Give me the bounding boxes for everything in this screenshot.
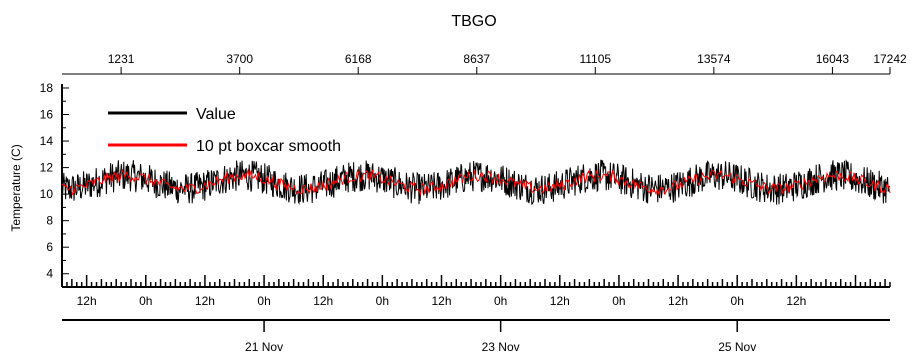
x-axis-tick-label: 0h — [612, 294, 625, 308]
y-axis-tick-label: 10 — [40, 187, 54, 201]
x-axis-tick-label: 12h — [313, 294, 333, 308]
legend-label-value: Value — [196, 106, 236, 123]
x-axis-tick-label: 0h — [376, 294, 389, 308]
chart-title: TBGO — [451, 13, 496, 30]
top-axis: 1231 3700 6168 8637 11105 13574 16043 17242 — [62, 52, 907, 75]
top-axis-tick-label: 11105 — [579, 52, 611, 66]
y-axis-tick-label: 12 — [40, 161, 54, 175]
top-axis-tick-label: 16043 — [816, 52, 850, 66]
x-axis-tick-label: 12h — [77, 294, 97, 308]
top-axis-tick-label: 17242 — [873, 52, 907, 66]
top-axis-tick-label: 8637 — [463, 52, 490, 66]
y-axis-tick-label: 14 — [40, 134, 54, 148]
x-axis-tick-label: 12h — [550, 294, 570, 308]
x-axis-tick-label: 0h — [731, 294, 744, 308]
y-axis-tick-label: 18 — [40, 81, 54, 95]
x-axis-tick-label: 0h — [494, 294, 507, 308]
top-axis-tick-label: 3700 — [226, 52, 253, 66]
day-axis-tick-label: 23 Nov — [482, 340, 520, 354]
x-axis-days: 21 Nov 23 Nov 25 Nov — [62, 319, 890, 354]
x-axis-hours: 12h 0h 12h 0h 12h 0h 12h 0h 12h 0h 12h 0h 12h — [61, 275, 891, 308]
x-axis-tick-label: 12h — [786, 294, 806, 308]
legend-label-smooth: 10 pt boxcar smooth — [196, 138, 341, 155]
top-axis-tick-label: 13574 — [697, 52, 731, 66]
day-axis-tick-label: 25 Nov — [718, 340, 756, 354]
plot-area — [61, 159, 891, 205]
y-axis-tick-label: 16 — [40, 108, 54, 122]
legend: Value 10 pt boxcar smooth — [108, 106, 341, 155]
y-axis-tick-label: 6 — [46, 240, 53, 254]
top-axis-tick-label: 6168 — [345, 52, 372, 66]
x-axis-tick-label: 12h — [195, 294, 215, 308]
series-line-smooth — [61, 168, 891, 197]
y-axis-tick-label: 4 — [46, 267, 53, 281]
x-axis-tick-label: 12h — [431, 294, 451, 308]
y-axis-label: Temperature (C) — [9, 144, 23, 231]
x-axis-tick-label: 0h — [257, 294, 270, 308]
day-axis-tick-label: 21 Nov — [245, 340, 283, 354]
x-axis-tick-label: 12h — [668, 294, 688, 308]
y-axis-tick-label: 8 — [46, 214, 53, 228]
x-axis-tick-label: 0h — [139, 294, 152, 308]
series-line-value — [61, 159, 890, 205]
top-axis-tick-label: 1231 — [108, 52, 135, 66]
y-axis: 4 6 8 10 12 14 16 18 — [40, 81, 69, 288]
